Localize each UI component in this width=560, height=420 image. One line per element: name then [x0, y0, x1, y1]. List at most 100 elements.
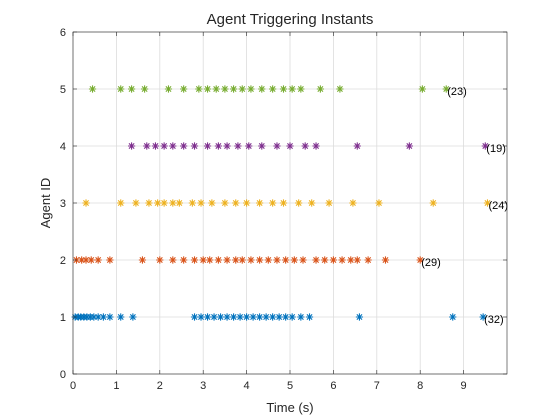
trigger-marker — [295, 199, 303, 207]
x-tick-label: 2 — [157, 380, 163, 392]
trigger-marker — [297, 313, 305, 321]
trigger-marker — [175, 199, 183, 207]
y-axis-label: Agent ID — [38, 178, 53, 229]
trigger-marker — [132, 199, 140, 207]
trigger-marker — [325, 199, 333, 207]
trigger-marker — [349, 199, 357, 207]
trigger-marker — [405, 142, 413, 150]
trigger-marker — [364, 256, 372, 264]
trigger-marker — [273, 256, 281, 264]
trigger-marker — [188, 199, 196, 207]
y-tick-label: 4 — [60, 141, 66, 153]
trigger-marker — [479, 313, 487, 321]
trigger-marker — [199, 256, 207, 264]
trigger-marker — [197, 313, 205, 321]
trigger-marker — [141, 85, 149, 93]
trigger-marker — [214, 142, 222, 150]
trigger-marker — [288, 313, 296, 321]
trigger-marker — [381, 256, 390, 264]
x-tick-label: 7 — [374, 380, 380, 392]
trigger-marker — [299, 256, 307, 264]
y-tick-label: 2 — [60, 255, 66, 267]
trigger-marker — [99, 313, 107, 321]
trigger-marker — [151, 142, 160, 150]
trigger-marker — [308, 199, 316, 207]
trigger-marker — [481, 142, 489, 150]
trigger-marker — [203, 313, 212, 321]
trigger-marker — [301, 142, 309, 150]
trigger-marker — [212, 85, 220, 93]
x-tick-label: 0 — [70, 380, 76, 392]
trigger-marker — [279, 85, 288, 93]
trigger-marker — [180, 142, 188, 150]
count-label-agent-5: (23) — [447, 86, 467, 98]
series-agent-4 — [127, 142, 489, 150]
count-label-agent-1: (32) — [484, 314, 504, 326]
trigger-marker — [145, 199, 153, 207]
trigger-marker — [169, 142, 177, 150]
trigger-marker — [117, 199, 125, 207]
trigger-marker — [127, 85, 136, 93]
trigger-marker — [156, 256, 164, 264]
trigger-marker — [429, 199, 437, 207]
trigger-marker — [160, 142, 168, 150]
trigger-marker — [154, 199, 162, 207]
trigger-marker — [243, 199, 251, 207]
trigger-marker — [90, 313, 98, 321]
y-tick-label: 0 — [60, 369, 66, 381]
trigger-marker — [229, 313, 238, 321]
trigger-marker — [214, 256, 222, 264]
trigger-marker — [203, 142, 212, 150]
trigger-marker — [78, 256, 86, 264]
trigger-marker — [416, 256, 424, 264]
trigger-marker — [245, 142, 253, 150]
trigger-marker — [88, 85, 97, 93]
count-label-agent-4: (19) — [486, 143, 506, 155]
trigger-marker — [269, 313, 277, 321]
trigger-marker — [106, 256, 114, 264]
trigger-marker — [338, 256, 346, 264]
trigger-marker — [290, 256, 298, 264]
trigger-marker — [160, 199, 168, 207]
trigger-marker — [94, 256, 102, 264]
trigger-marker — [279, 199, 288, 207]
trigger-marker — [210, 313, 218, 321]
trigger-marker — [229, 85, 238, 93]
count-label-agent-2: (29) — [421, 257, 441, 269]
series-agent-2 — [72, 256, 424, 264]
trigger-marker — [232, 256, 240, 264]
x-tick-label: 5 — [287, 380, 293, 392]
trigger-marker — [249, 313, 257, 321]
trigger-marker — [206, 256, 214, 264]
trigger-marker — [449, 313, 457, 321]
series-agent-1 — [71, 313, 487, 321]
trigger-marker — [256, 313, 264, 321]
trigger-marker — [180, 256, 188, 264]
trigger-marker — [256, 256, 264, 264]
trigger-marker — [82, 199, 90, 207]
trigger-marker — [353, 256, 361, 264]
trigger-marker — [234, 142, 242, 150]
series-agent-3 — [82, 199, 492, 207]
trigger-marker — [321, 256, 329, 264]
trigger-marker — [418, 85, 426, 93]
y-tick-label: 3 — [60, 198, 66, 210]
trigger-marker — [336, 85, 344, 93]
x-tick-label: 9 — [461, 380, 467, 392]
trigger-marker — [82, 256, 90, 264]
y-tick-label: 6 — [60, 27, 66, 39]
y-tick-label: 5 — [60, 84, 66, 96]
trigger-marker — [190, 142, 199, 150]
trigger-marker — [223, 256, 231, 264]
trigger-marker — [117, 85, 125, 93]
trigger-marker — [483, 199, 492, 207]
trigger-marker — [353, 142, 361, 150]
trigger-marker — [238, 256, 246, 264]
trigger-marker — [273, 142, 281, 150]
trigger-marker — [180, 85, 188, 93]
trigger-marker — [208, 199, 216, 207]
trigger-marker — [197, 199, 205, 207]
trigger-marker — [87, 256, 95, 264]
count-labels: (32) (29) (24) (19) (23) — [421, 86, 508, 326]
trigger-marker — [117, 313, 125, 321]
